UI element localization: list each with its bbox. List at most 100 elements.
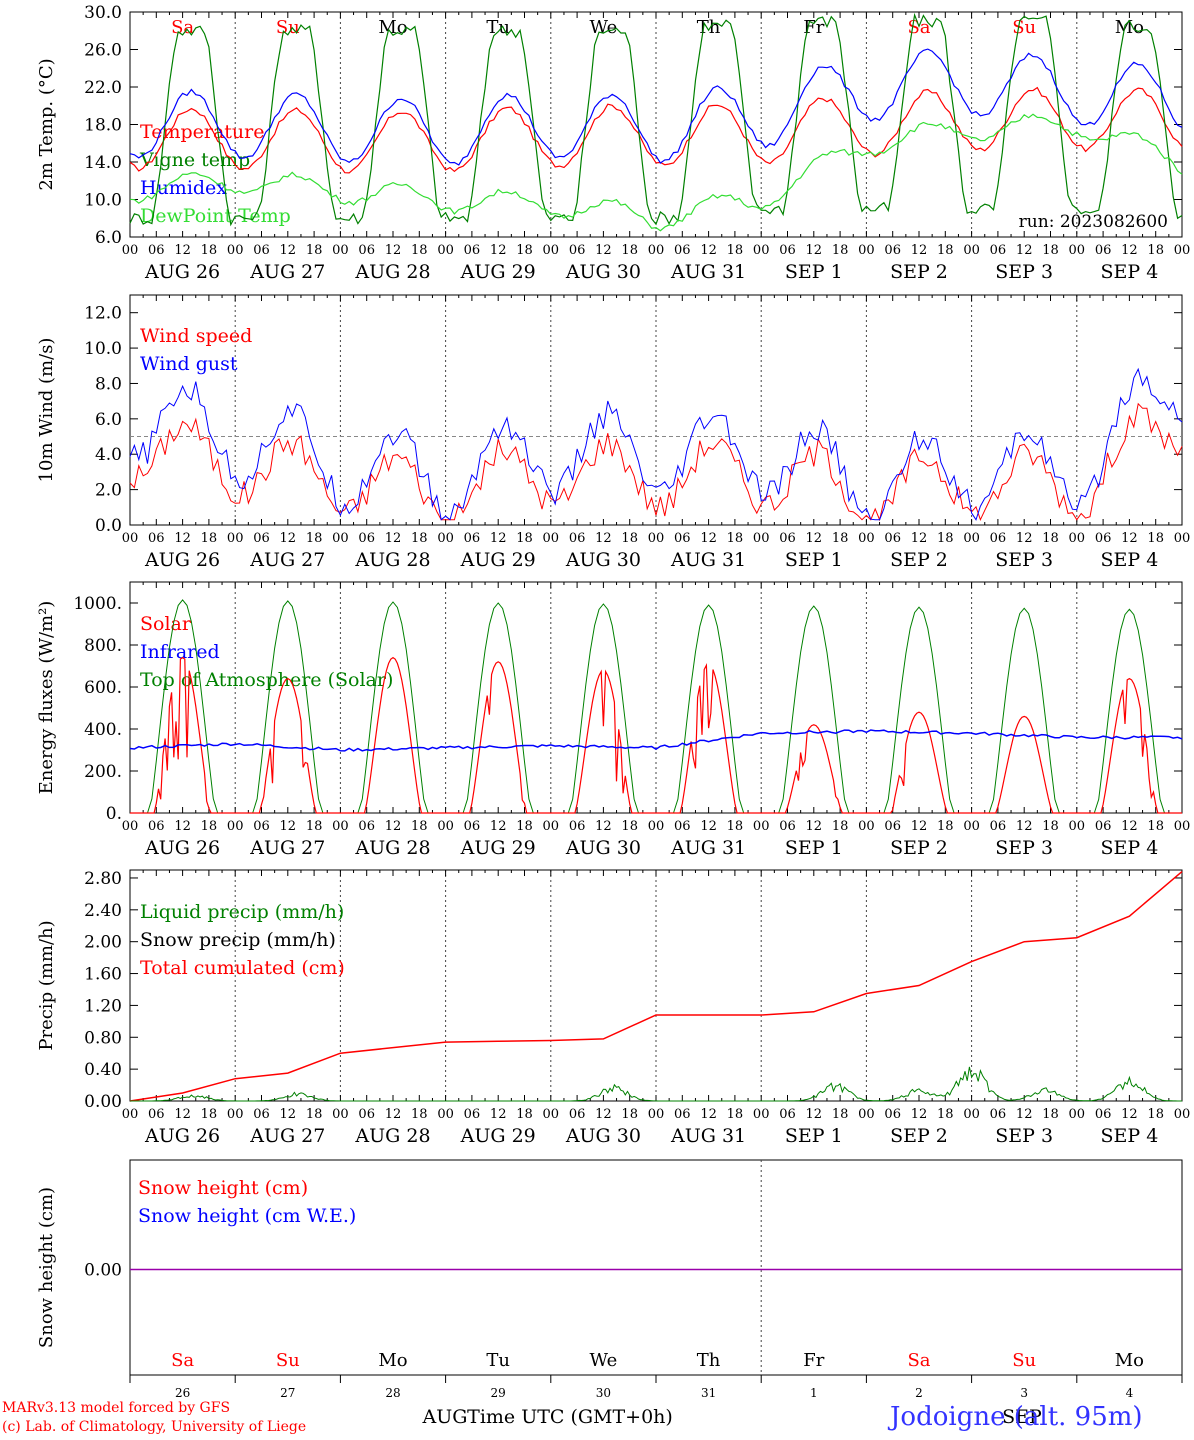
hour-tick-label: 06 — [253, 243, 270, 258]
weekday-label: Tu — [486, 17, 510, 38]
hour-tick-label: 12 — [490, 1107, 507, 1122]
hour-tick-label: 18 — [937, 819, 954, 834]
hour-tick-label: 18 — [832, 243, 849, 258]
hour-tick-label: 12 — [1016, 531, 1033, 546]
y-tick-label: 0.00 — [84, 1092, 122, 1112]
y-tick-label: 14.0 — [84, 153, 122, 173]
hour-tick-label: 06 — [1095, 819, 1112, 834]
y-tick-label: 12.0 — [84, 304, 122, 324]
y-tick-label: 30.0 — [84, 3, 122, 23]
hour-tick-label: 00 — [332, 819, 349, 834]
hour-tick-label: 12 — [700, 819, 717, 834]
hour-tick-label: 18 — [306, 819, 323, 834]
weekday-label: We — [590, 17, 618, 38]
hour-tick-label: 06 — [674, 1107, 691, 1122]
y-tick-label: 2.40 — [84, 901, 122, 921]
hour-tick-label: 18 — [1147, 1107, 1164, 1122]
day-number-label: 3 — [1020, 1386, 1028, 1400]
hour-tick-label: 12 — [700, 1107, 717, 1122]
weekday-label: Mo — [378, 17, 407, 38]
day-number-label: 2 — [915, 1386, 923, 1400]
hour-tick-label: 00 — [122, 819, 139, 834]
date-label: AUG 31 — [670, 1125, 746, 1147]
legend-entry: Infrared — [140, 641, 220, 663]
hour-tick-label: 06 — [884, 531, 901, 546]
hour-tick-label: 06 — [358, 531, 375, 546]
date-label: SEP 4 — [1100, 837, 1158, 859]
y-tick-label: 0.40 — [84, 1060, 122, 1080]
hour-tick-label: 12 — [174, 1107, 191, 1122]
hour-tick-label: 18 — [516, 819, 533, 834]
hour-tick-label: 00 — [122, 243, 139, 258]
hour-tick-label: 18 — [201, 243, 218, 258]
legend-entry: Top of Atmosphere (Solar) — [140, 669, 393, 691]
y-tick-label: 0.0 — [95, 516, 122, 536]
y-tick-label: 400. — [84, 720, 122, 740]
date-label: SEP 3 — [995, 549, 1053, 571]
series-line-solar — [130, 656, 1182, 814]
hour-tick-label: 12 — [1016, 1107, 1033, 1122]
hour-tick-label: 18 — [621, 1107, 638, 1122]
legend-entry: Vigne temp — [139, 149, 250, 171]
legend-entry: Wind gust — [140, 353, 238, 375]
y-tick-label: 18.0 — [84, 116, 122, 136]
day-number-label: 26 — [175, 1386, 190, 1400]
hour-tick-label: 12 — [806, 531, 823, 546]
hour-tick-label: 12 — [595, 1107, 612, 1122]
hour-tick-label: 06 — [1095, 1107, 1112, 1122]
hour-tick-label: 06 — [569, 1107, 586, 1122]
hour-tick-label: 12 — [174, 243, 191, 258]
hour-tick-label: 00 — [858, 1107, 875, 1122]
hour-tick-label: 00 — [1069, 243, 1086, 258]
hour-tick-label: 00 — [648, 243, 665, 258]
y-tick-label: 8.0 — [95, 374, 122, 394]
date-label: AUG 26 — [144, 1125, 220, 1147]
hour-tick-label: 12 — [1121, 243, 1138, 258]
date-label: AUG 30 — [565, 261, 641, 283]
date-label: SEP 2 — [890, 261, 948, 283]
hour-tick-label: 12 — [385, 531, 402, 546]
hour-tick-label: 06 — [779, 819, 796, 834]
hour-tick-label: 18 — [1147, 819, 1164, 834]
month-label-right: SEP — [1002, 1406, 1042, 1428]
hour-tick-label: 06 — [569, 531, 586, 546]
hour-tick-label: 18 — [832, 531, 849, 546]
hour-tick-label: 18 — [727, 243, 744, 258]
legend-entry: Total cumulated (cm) — [140, 957, 345, 979]
hour-tick-label: 12 — [911, 1107, 928, 1122]
hour-tick-label: 00 — [437, 1107, 454, 1122]
legend-entry: DewPoint Temp — [140, 205, 291, 227]
hour-tick-label: 06 — [990, 243, 1007, 258]
y-tick-label: 4.0 — [95, 445, 122, 465]
date-label: SEP 3 — [995, 837, 1053, 859]
weekday-label: Sa — [171, 17, 194, 38]
hour-tick-label: 06 — [148, 1107, 165, 1122]
hour-tick-label: 00 — [1174, 243, 1191, 258]
weekday-label: Su — [1012, 1350, 1036, 1371]
hour-tick-label: 06 — [148, 819, 165, 834]
series-line-wind-gust — [129, 367, 1183, 521]
y-tick-label: 26.0 — [84, 41, 122, 61]
legend-entry: Wind speed — [140, 325, 252, 347]
date-label: AUG 30 — [565, 549, 641, 571]
date-label: AUG 26 — [144, 837, 220, 859]
hour-tick-label: 18 — [621, 819, 638, 834]
hour-tick-label: 12 — [490, 531, 507, 546]
hour-tick-label: 00 — [122, 531, 139, 546]
hour-tick-label: 18 — [1042, 243, 1059, 258]
hour-tick-label: 00 — [227, 1107, 244, 1122]
y-tick-label: 22.0 — [84, 78, 122, 98]
y-tick-label: 2.0 — [95, 481, 122, 501]
hour-tick-label: 06 — [464, 1107, 481, 1122]
date-label: AUG 27 — [249, 837, 325, 859]
hour-tick-label: 00 — [1069, 531, 1086, 546]
hour-tick-label: 00 — [227, 531, 244, 546]
hour-tick-label: 12 — [280, 819, 297, 834]
hour-tick-label: 18 — [411, 819, 428, 834]
hour-tick-label: 12 — [911, 243, 928, 258]
hour-tick-label: 06 — [253, 1107, 270, 1122]
hour-tick-label: 00 — [963, 1107, 980, 1122]
weekday-label: Fr — [803, 1350, 824, 1371]
hour-tick-label: 18 — [937, 1107, 954, 1122]
hour-tick-label: 18 — [306, 1107, 323, 1122]
